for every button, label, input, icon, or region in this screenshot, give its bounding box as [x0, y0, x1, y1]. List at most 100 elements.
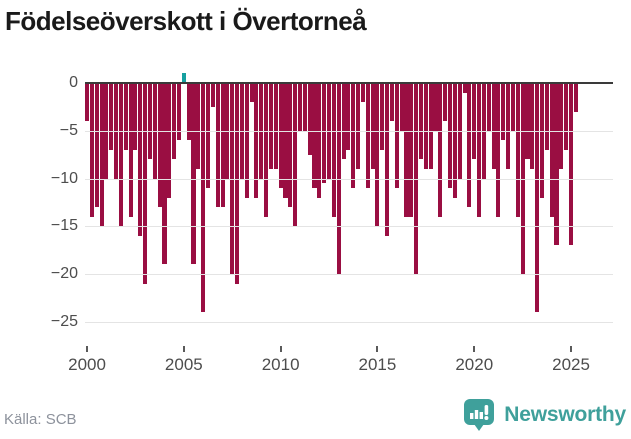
- bar: [157, 83, 162, 208]
- bar: [109, 83, 114, 150]
- bar: [443, 83, 448, 122]
- bar: [143, 83, 148, 284]
- bar: [418, 83, 424, 160]
- gridline: [85, 274, 613, 275]
- newsworthy-logo-text: Newsworthy: [504, 403, 626, 426]
- x-tick-label: 2020: [455, 355, 494, 374]
- x-tick-label: 2025: [552, 355, 590, 374]
- bar: [322, 83, 327, 184]
- y-tick-label: −25: [50, 312, 78, 330]
- bar: [452, 83, 457, 198]
- bar: [297, 83, 303, 131]
- bar: [428, 83, 433, 169]
- bar: [99, 83, 104, 227]
- bar: [573, 83, 578, 112]
- bar: [235, 83, 240, 284]
- bar: [123, 83, 128, 150]
- bar: [467, 83, 472, 208]
- bar: [186, 83, 191, 141]
- bar: [147, 83, 152, 160]
- bar: [433, 83, 438, 131]
- bar: [133, 83, 138, 150]
- bar: [293, 83, 298, 227]
- bar: [569, 83, 574, 246]
- bar: [462, 83, 467, 93]
- bar: [564, 83, 569, 150]
- bar: [530, 83, 535, 169]
- bar: [438, 83, 443, 217]
- bar: [89, 83, 94, 217]
- x-tick-mark: [473, 346, 476, 352]
- bar: [544, 83, 549, 150]
- bar: [118, 83, 123, 227]
- bar: [477, 83, 482, 217]
- bar: [496, 83, 501, 217]
- y-tick-label: −20: [50, 265, 78, 282]
- gridline: [85, 178, 613, 180]
- y-tick-label: −15: [50, 217, 78, 235]
- bar: [138, 83, 143, 236]
- bar: [394, 83, 399, 189]
- bar: [181, 73, 186, 83]
- bar: [288, 83, 293, 208]
- bar: [380, 83, 385, 150]
- bar: [515, 83, 520, 217]
- newsworthy-logo-icon: [462, 398, 496, 432]
- bar: [94, 83, 99, 208]
- bar: [317, 83, 322, 198]
- bar: [249, 83, 254, 103]
- bar: [206, 83, 211, 189]
- bar: [302, 83, 307, 131]
- bar: [167, 83, 172, 198]
- bar: [278, 83, 283, 189]
- bar: [525, 83, 530, 160]
- bar: [307, 83, 312, 155]
- bar: [491, 83, 496, 169]
- zero-axis-line: [85, 82, 613, 84]
- bar: [210, 83, 215, 107]
- bar: [162, 83, 167, 265]
- bar: [176, 83, 182, 141]
- bar: [423, 83, 428, 169]
- bar: [346, 83, 351, 150]
- bar: [254, 83, 259, 198]
- bar: [196, 83, 201, 169]
- bar: [501, 83, 506, 141]
- bar: [389, 83, 394, 122]
- y-tick-label: 0: [69, 74, 78, 91]
- bar: [559, 83, 564, 169]
- bar: [360, 83, 365, 103]
- newsworthy-logo: Newsworthy: [462, 398, 626, 432]
- bar: [510, 83, 515, 131]
- bar: [341, 83, 346, 160]
- x-tick-mark: [86, 346, 89, 352]
- x-tick-label: 2005: [164, 355, 203, 374]
- bar: [448, 83, 453, 189]
- bar: [264, 83, 269, 217]
- bar: [399, 83, 404, 131]
- bar: [535, 83, 540, 313]
- y-tick-label: −10: [50, 169, 78, 187]
- bar: [549, 83, 554, 217]
- bar: [506, 83, 511, 169]
- bar: [351, 83, 356, 189]
- bar: [370, 83, 375, 169]
- bar: [273, 83, 278, 169]
- bar: [244, 83, 249, 198]
- x-tick-label: 2010: [261, 355, 300, 374]
- gridline: [85, 226, 613, 228]
- source-text: Källa: SCB: [4, 411, 77, 428]
- bar: [220, 83, 225, 208]
- bar: [365, 83, 370, 189]
- x-tick-mark: [376, 346, 379, 352]
- bar: [404, 83, 409, 217]
- footer: Källa: SCB Newsworthy: [0, 395, 631, 433]
- x-tick-label: 2015: [358, 355, 397, 374]
- gridline: [85, 130, 613, 132]
- gridline: [85, 321, 613, 323]
- bar: [268, 83, 273, 169]
- bar: [172, 83, 177, 160]
- bar: [486, 83, 491, 131]
- bar: [85, 83, 90, 122]
